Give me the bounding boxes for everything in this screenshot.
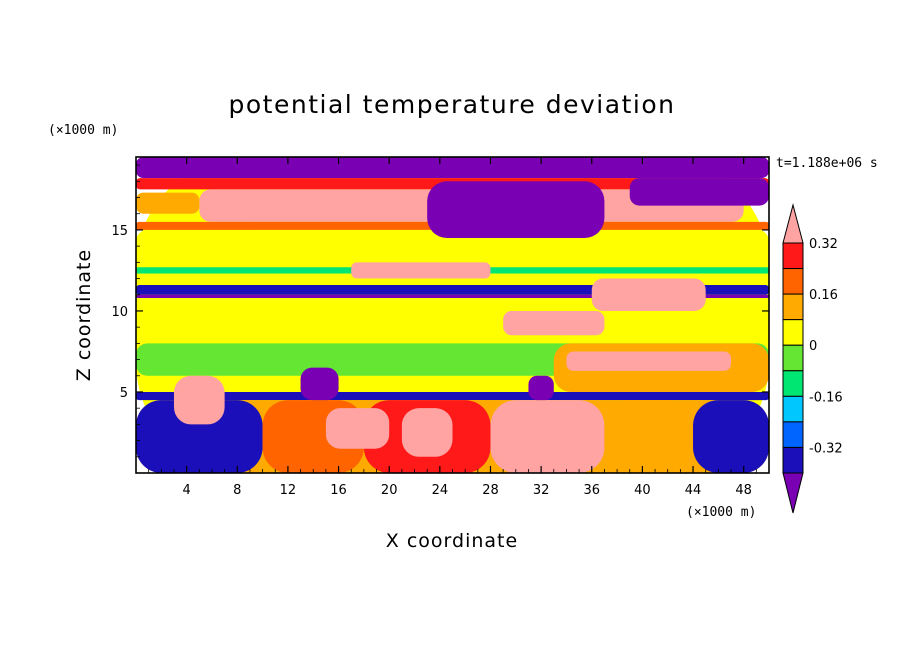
y-tick-label: 15 [111, 224, 128, 239]
contour-region [351, 262, 491, 279]
time-label: t=1.188e+06 s [776, 156, 878, 171]
contour-field [136, 157, 769, 473]
x-tick-label: 4 [182, 483, 190, 498]
colorbar-swatch [782, 319, 804, 346]
contour-region [427, 181, 605, 239]
contour-region [515, 416, 554, 449]
contour-region [136, 229, 769, 263]
x-unit-label: (×1000 m) [686, 505, 756, 520]
x-tick-label: 40 [634, 483, 651, 498]
contour-region [136, 157, 769, 179]
colorbar-swatch [782, 268, 804, 295]
y-tick-label: 5 [120, 386, 128, 401]
x-tick-label: 8 [233, 483, 241, 498]
colorbar-swatch [782, 421, 804, 448]
colorbar-max-triangle [782, 203, 804, 244]
x-axis: 4 8 12 16 20 24 28 32 36 40 44 48 [148, 157, 757, 498]
contour-region [566, 351, 732, 371]
colorbar-tick-label: 0 [809, 339, 817, 354]
colorbar-min-triangle [782, 472, 804, 514]
colorbar-tick-label: -0.32 [809, 441, 843, 456]
contour-region [136, 391, 769, 401]
contour-region [300, 367, 339, 401]
x-tick-label: 32 [533, 483, 550, 498]
x-tick-label: 16 [330, 483, 347, 498]
contour-region [629, 178, 769, 206]
y-axis-label: Z coordinate [73, 249, 95, 381]
colorbar-tick-label: 0.16 [809, 288, 838, 303]
colorbar-swatch [782, 370, 804, 397]
colorbar-swatch [782, 293, 804, 321]
contour-region [173, 375, 225, 425]
x-tick-label: 36 [583, 483, 600, 498]
colorbar-swatch [782, 242, 804, 270]
colorbar-tick-label: -0.16 [809, 390, 843, 405]
contour-region [528, 375, 554, 401]
contour-region [401, 408, 453, 457]
colorbar: 0.32 0.16 0 -0.16 -0.32 [782, 203, 843, 514]
x-tick-label: 48 [735, 483, 752, 498]
contour-region [604, 400, 694, 473]
contour-region [591, 278, 706, 311]
contour-region [136, 192, 200, 214]
y-tick-label: 10 [111, 305, 128, 320]
x-axis-label: X coordinate [386, 530, 518, 552]
y-axis: 5 10 15 [111, 164, 769, 458]
contour-region [693, 400, 769, 473]
contour-region [503, 310, 605, 336]
x-tick-label: 28 [482, 483, 499, 498]
contour-region [325, 408, 390, 449]
x-tick-label: 20 [381, 483, 398, 498]
colorbar-swatch [782, 344, 804, 372]
x-tick-label: 44 [685, 483, 702, 498]
chart-title: potential temperature deviation [229, 90, 676, 119]
contour-region [136, 400, 263, 473]
colorbar-tick-label: 0.32 [809, 237, 838, 252]
colorbar-swatch [782, 446, 804, 474]
colorbar-swatch [782, 395, 804, 423]
y-unit-label: (×1000 m) [48, 123, 118, 138]
x-tick-label: 12 [280, 483, 297, 498]
x-tick-label: 24 [432, 483, 449, 498]
